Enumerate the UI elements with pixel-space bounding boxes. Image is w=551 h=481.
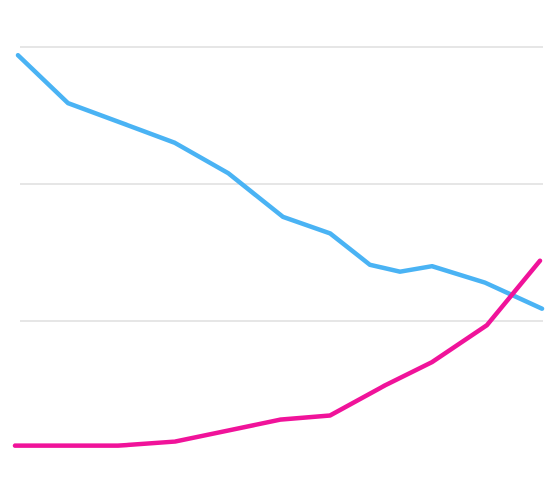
series-line [12, 258, 543, 448]
series-line [15, 52, 545, 311]
